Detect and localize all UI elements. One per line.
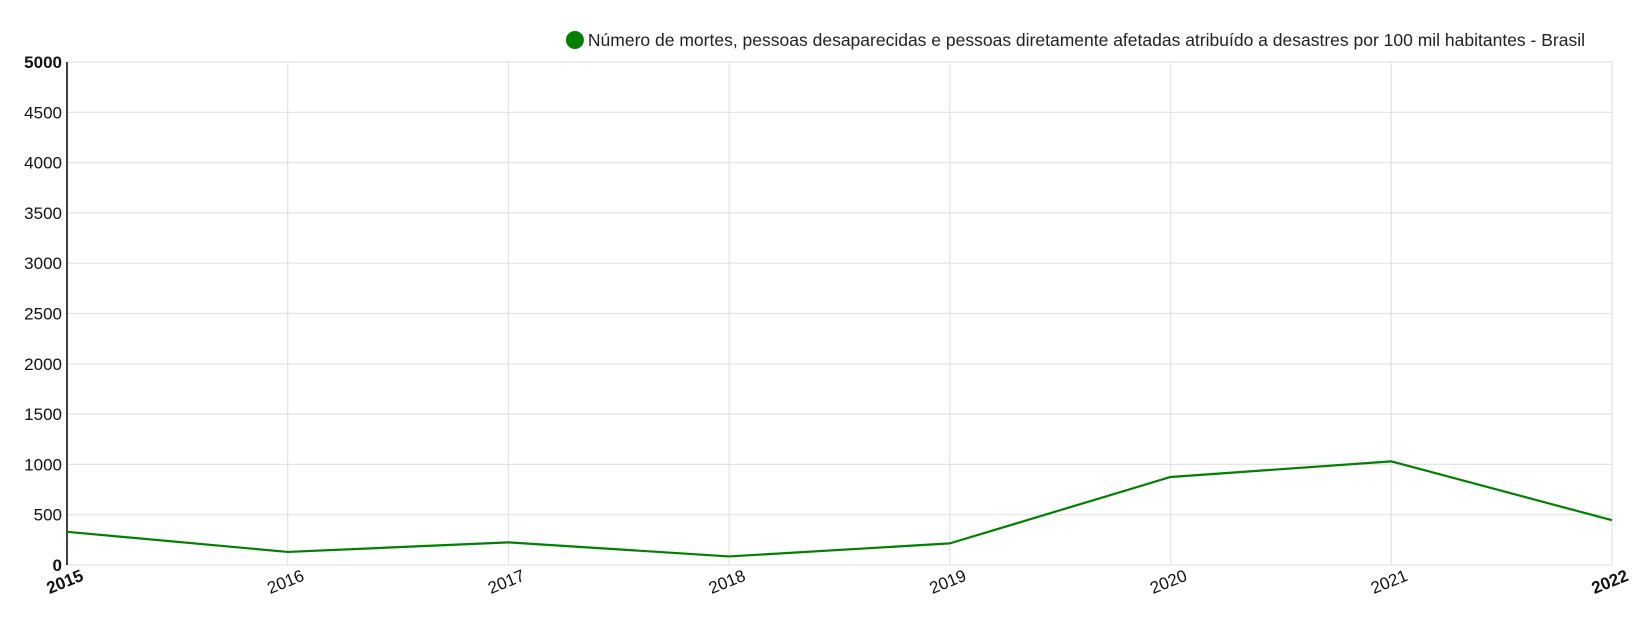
y-tick-label: 4500 [24,103,62,122]
x-tick-label: 2021 [1368,566,1410,598]
y-tick-label: 3500 [24,204,62,223]
x-tick-label: 2019 [927,566,969,598]
x-tick-label: 2017 [485,566,527,598]
series-layer [66,460,1613,558]
x-tick-label: 2015 [44,566,86,598]
x-tick-label: 2020 [1147,566,1189,598]
y-tick-label: 1500 [24,405,62,424]
legend: Número de mortes, pessoas desaparecidas … [565,30,1585,50]
axes: 0 500 1000 1500 2000 2500 3000 3500 4000 4500 5000… [24,53,1631,598]
x-tick-label: 2022 [1589,566,1631,598]
y-tick-label: 2000 [24,355,62,374]
y-tick-label: 500 [34,506,62,525]
grid [67,61,1613,566]
legend-swatch [565,31,584,49]
series-line [66,460,1613,558]
y-tick-label: 3000 [24,254,62,273]
y-tick-label: 2500 [24,305,62,324]
legend-label: Número de mortes, pessoas desaparecidas … [588,30,1585,50]
x-tick-label: 2016 [265,566,307,598]
x-tick-label: 2018 [706,566,748,598]
y-tick-label: 5000 [24,53,62,72]
y-tick-label: 4000 [24,154,62,173]
y-tick-label: 1000 [24,455,62,474]
y-tick-label: 0 [53,556,62,575]
